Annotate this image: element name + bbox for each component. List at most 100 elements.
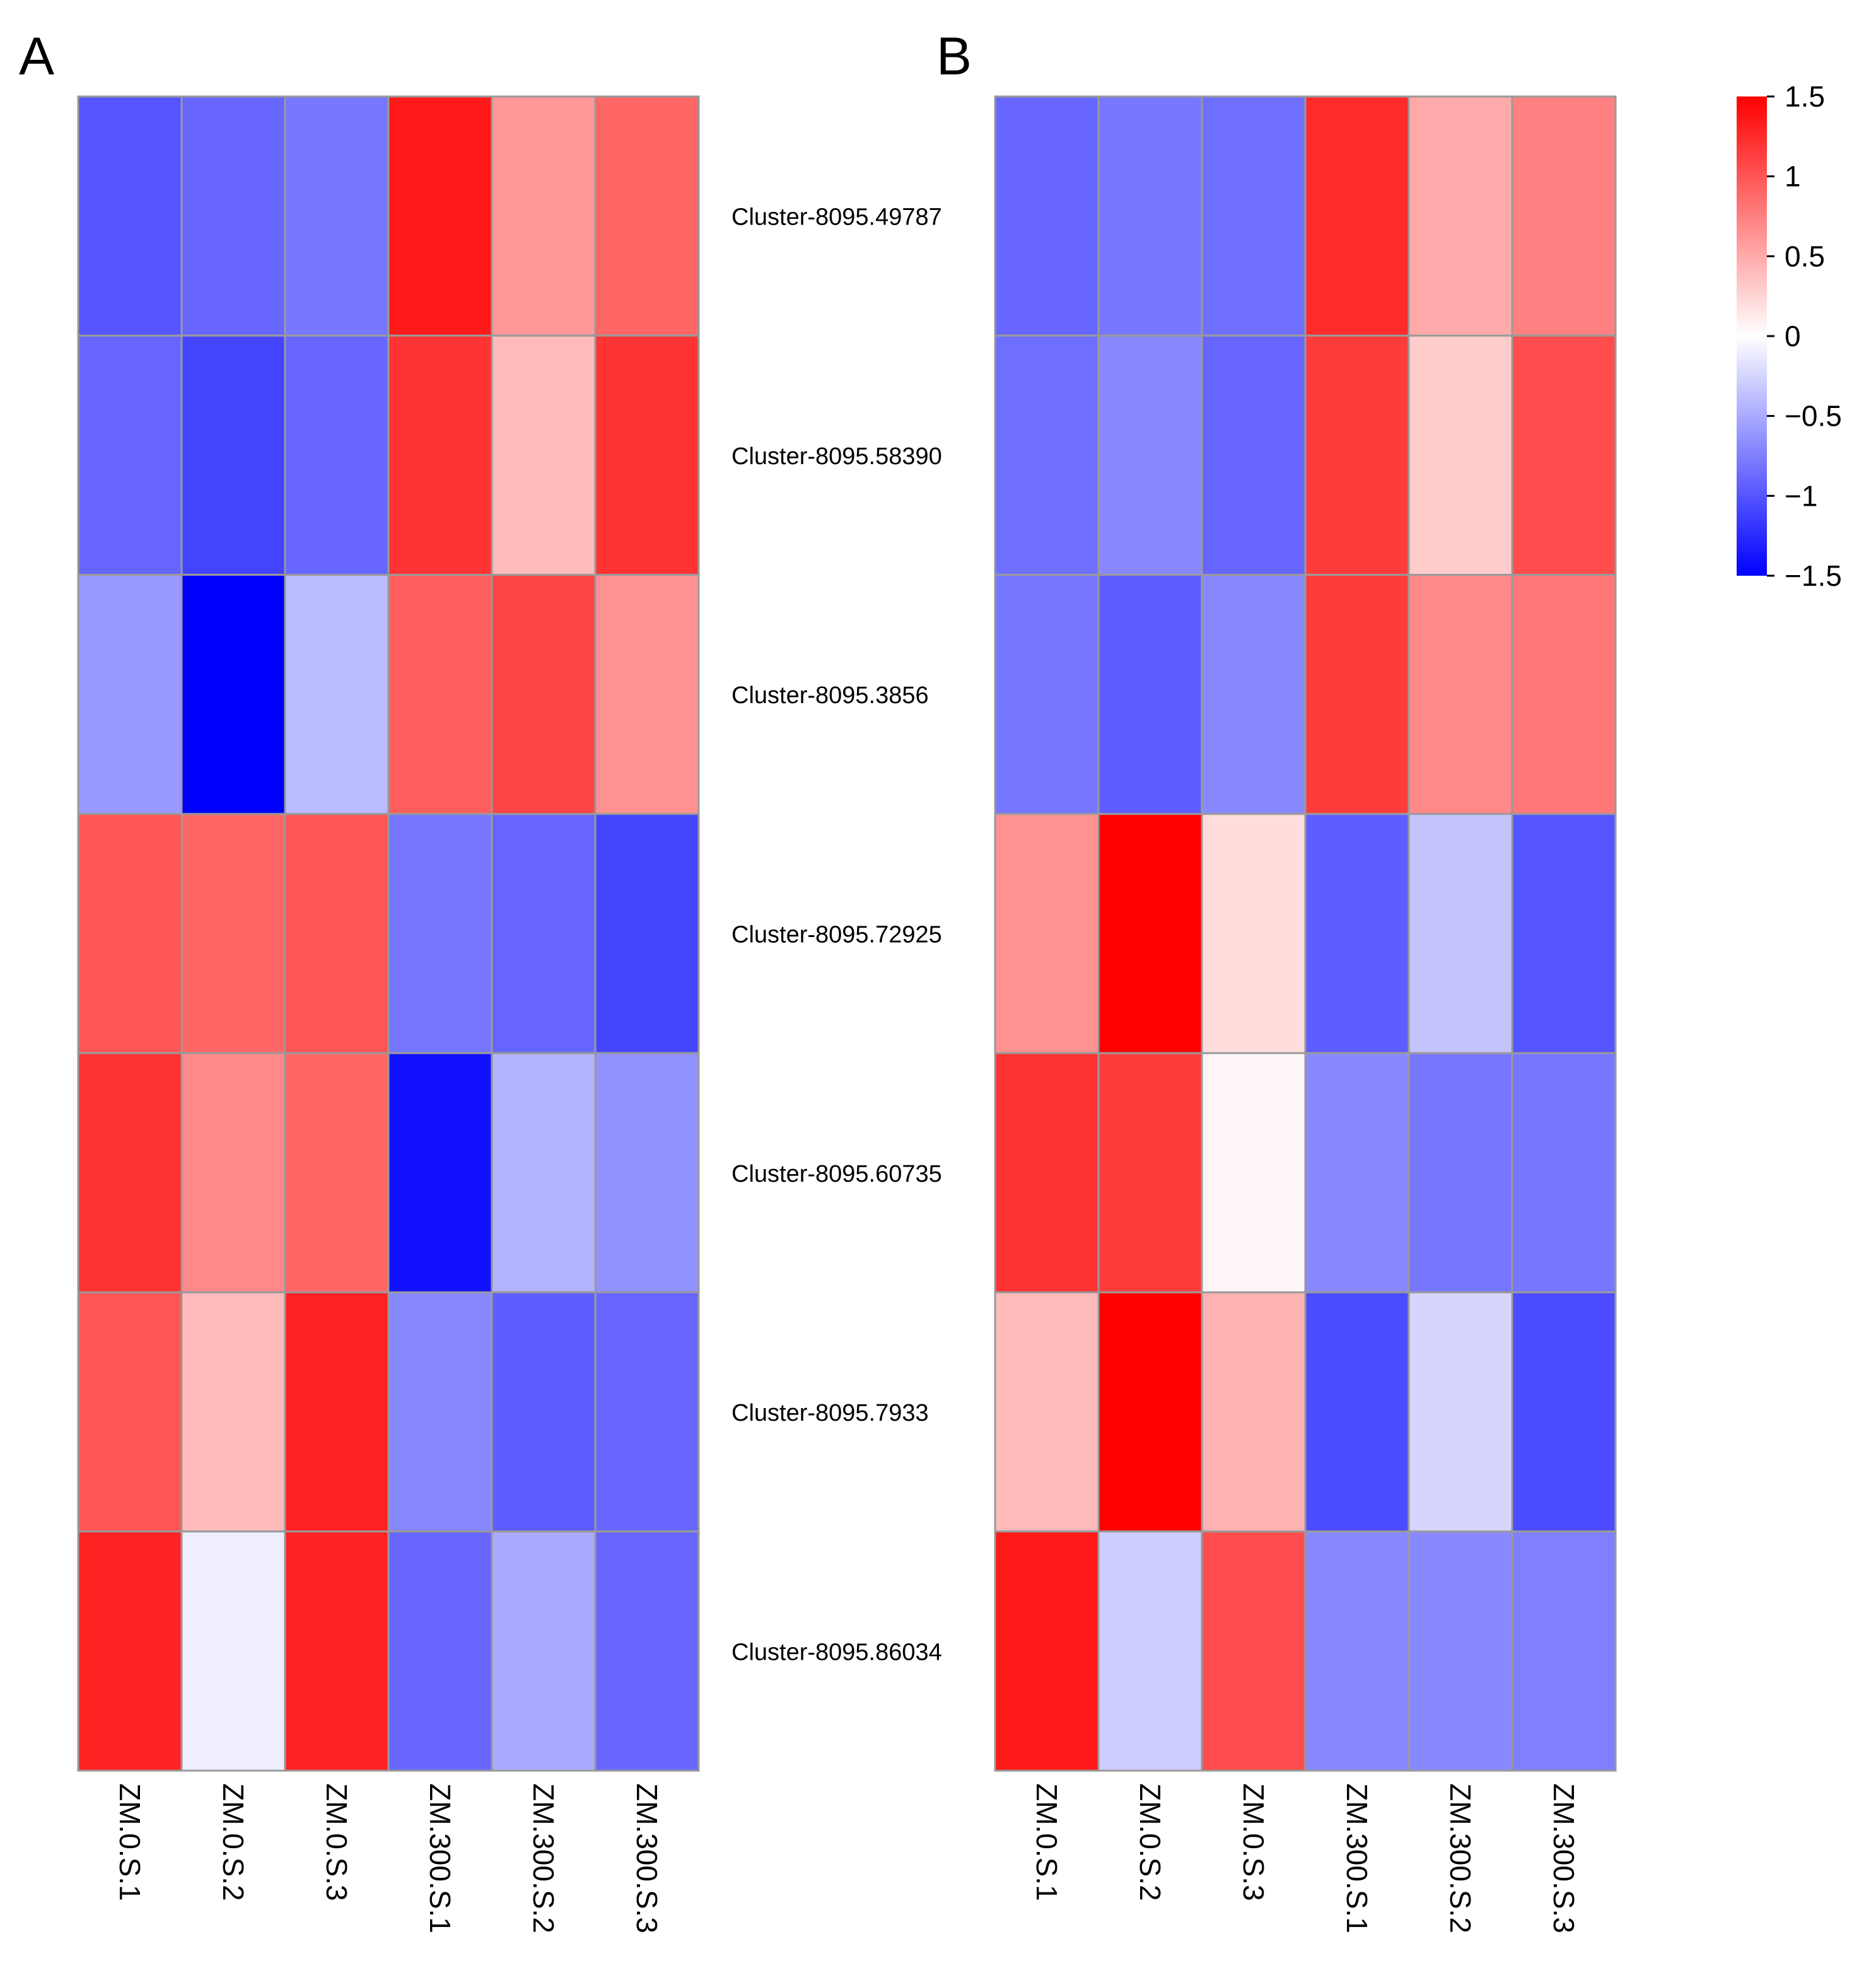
heatmap-cell xyxy=(387,1052,493,1293)
heatmap-cell xyxy=(491,334,597,576)
row-label: Cluster-8095.86034 xyxy=(731,1639,942,1665)
row-label: Cluster-8095.60735 xyxy=(731,1161,942,1187)
heatmap-cell xyxy=(77,334,183,576)
colorbar-tick-label: 1.5 xyxy=(1785,80,1825,113)
heatmap-cell xyxy=(180,1530,286,1772)
colorbar-tick-label: 0.5 xyxy=(1785,240,1825,272)
heatmap-cell xyxy=(1407,574,1513,815)
heatmap-cell xyxy=(1201,334,1307,576)
heatmap-cell xyxy=(594,1052,700,1293)
heatmap-cell xyxy=(1304,1530,1410,1772)
heatmap-cell xyxy=(594,1291,700,1533)
heatmap-cell xyxy=(284,95,390,337)
heatmap-cell xyxy=(994,95,1100,337)
heatmap-cell xyxy=(387,574,493,815)
heatmap-cell xyxy=(994,334,1100,576)
heatmap-cell xyxy=(994,574,1100,815)
heatmap-cell xyxy=(594,813,700,1054)
heatmap-cell xyxy=(1304,1052,1410,1293)
heatmap-cell xyxy=(1201,1530,1307,1772)
heatmap-cell xyxy=(1304,574,1410,815)
panel-letter-b: B xyxy=(936,26,972,86)
heatmap-cell xyxy=(1511,95,1617,337)
heatmap-cell xyxy=(994,1291,1100,1533)
row-labels: Cluster-8095.49787 Cluster-8095.58390 Clus… xyxy=(731,204,942,1666)
heatmap-cell xyxy=(1304,813,1410,1054)
heatmap-cell xyxy=(284,574,390,815)
heatmap-cell xyxy=(1407,1530,1513,1772)
column-label: ZM.0.S.1 xyxy=(114,1783,146,1901)
heatmap-cell xyxy=(77,95,183,337)
heatmap-cell xyxy=(1304,334,1410,576)
colorbar-tick-label: −1.5 xyxy=(1785,559,1842,592)
heatmap-cell xyxy=(1201,813,1307,1054)
heatmap-cell xyxy=(1511,813,1617,1054)
heatmap-cell xyxy=(77,1291,183,1533)
colorbar-tick-label: 1 xyxy=(1785,160,1801,193)
heatmap-cell xyxy=(491,1530,597,1772)
panel-letter-a: A xyxy=(19,26,54,86)
row-label: Cluster-8095.7933 xyxy=(731,1400,929,1426)
column-label: ZM.300.S.1 xyxy=(424,1783,457,1933)
heatmap-cell xyxy=(1097,574,1203,815)
heatmap-cell xyxy=(1511,574,1617,815)
column-labels-b: ZM.0.S.1 ZM.0.S.2 ZM.0.S.3 ZM.300.S.1 ZM.300… xyxy=(1030,1783,1580,1933)
heatmap-cell xyxy=(1304,95,1410,337)
row-label: Cluster-8095.49787 xyxy=(731,204,942,231)
heatmap-cell xyxy=(1511,334,1617,576)
heatmap-cell xyxy=(1511,1052,1617,1293)
heatmap-cell xyxy=(1097,1052,1203,1293)
heatmap-cell xyxy=(1201,95,1307,337)
heatmap-cell xyxy=(1304,1291,1410,1533)
heatmap-cell xyxy=(387,1291,493,1533)
heatmap-cell xyxy=(387,334,493,576)
heatmap-cell xyxy=(1097,813,1203,1054)
heatmap-cell xyxy=(77,813,183,1054)
heatmap-panel-b xyxy=(994,95,1617,1772)
column-label: ZM.300.S.3 xyxy=(631,1783,663,1933)
colorbar-tick-label: −1 xyxy=(1785,479,1817,512)
column-label: ZM.300.S.3 xyxy=(1547,1783,1580,1933)
heatmap-cell xyxy=(180,1291,286,1533)
column-label: ZM.0.S.1 xyxy=(1030,1783,1063,1901)
column-label: ZM.300.S.2 xyxy=(527,1783,560,1933)
heatmap-cell xyxy=(594,1530,700,1772)
heatmap-cell xyxy=(180,813,286,1054)
heatmap-cell xyxy=(594,574,700,815)
row-label: Cluster-8095.3856 xyxy=(731,682,929,709)
heatmap-cell xyxy=(1407,1052,1513,1293)
heatmap-cell xyxy=(1097,334,1203,576)
heatmap-cell xyxy=(491,813,597,1054)
heatmap-cell xyxy=(180,574,286,815)
heatmap-cell xyxy=(1097,95,1203,337)
heatmap-cell xyxy=(1511,1291,1617,1533)
heatmap-cell xyxy=(994,813,1100,1054)
heatmap-cell xyxy=(180,95,286,337)
heatmap-cell xyxy=(284,334,390,576)
heatmap-cell xyxy=(491,1291,597,1533)
row-label: Cluster-8095.72925 xyxy=(731,922,942,948)
heatmap-cell xyxy=(491,95,597,337)
heatmap-cell xyxy=(594,334,700,576)
heatmap-cell xyxy=(594,95,700,337)
row-label: Cluster-8095.58390 xyxy=(731,443,942,470)
heatmap-cell xyxy=(1201,574,1307,815)
heatmap-cell xyxy=(994,1530,1100,1772)
colorbar-ticks: 1.5 1 0.5 0 −0.5 −1 −1.5 xyxy=(1767,80,1842,592)
heatmap-cell xyxy=(1201,1052,1307,1293)
column-labels-a: ZM.0.S.1 ZM.0.S.2 ZM.0.S.3 ZM.300.S.1 ZM.300… xyxy=(114,1783,663,1933)
heatmap-cell xyxy=(1201,1291,1307,1533)
heatmap-cell xyxy=(180,1052,286,1293)
column-label: ZM.0.S.2 xyxy=(1134,1783,1167,1901)
colorbar xyxy=(1737,96,1767,576)
colorbar-tick-label: −0.5 xyxy=(1785,400,1842,433)
heatmap-cell xyxy=(491,574,597,815)
heatmap-panel-a xyxy=(77,95,700,1772)
heatmap-cell xyxy=(387,1530,493,1772)
column-label: ZM.0.S.3 xyxy=(1237,1783,1270,1901)
heatmap-cell xyxy=(284,1530,390,1772)
heatmap-cell xyxy=(1407,1291,1513,1533)
heatmap-cell xyxy=(1407,813,1513,1054)
column-label: ZM.300.S.2 xyxy=(1444,1783,1477,1933)
column-label: ZM.300.S.1 xyxy=(1341,1783,1373,1933)
